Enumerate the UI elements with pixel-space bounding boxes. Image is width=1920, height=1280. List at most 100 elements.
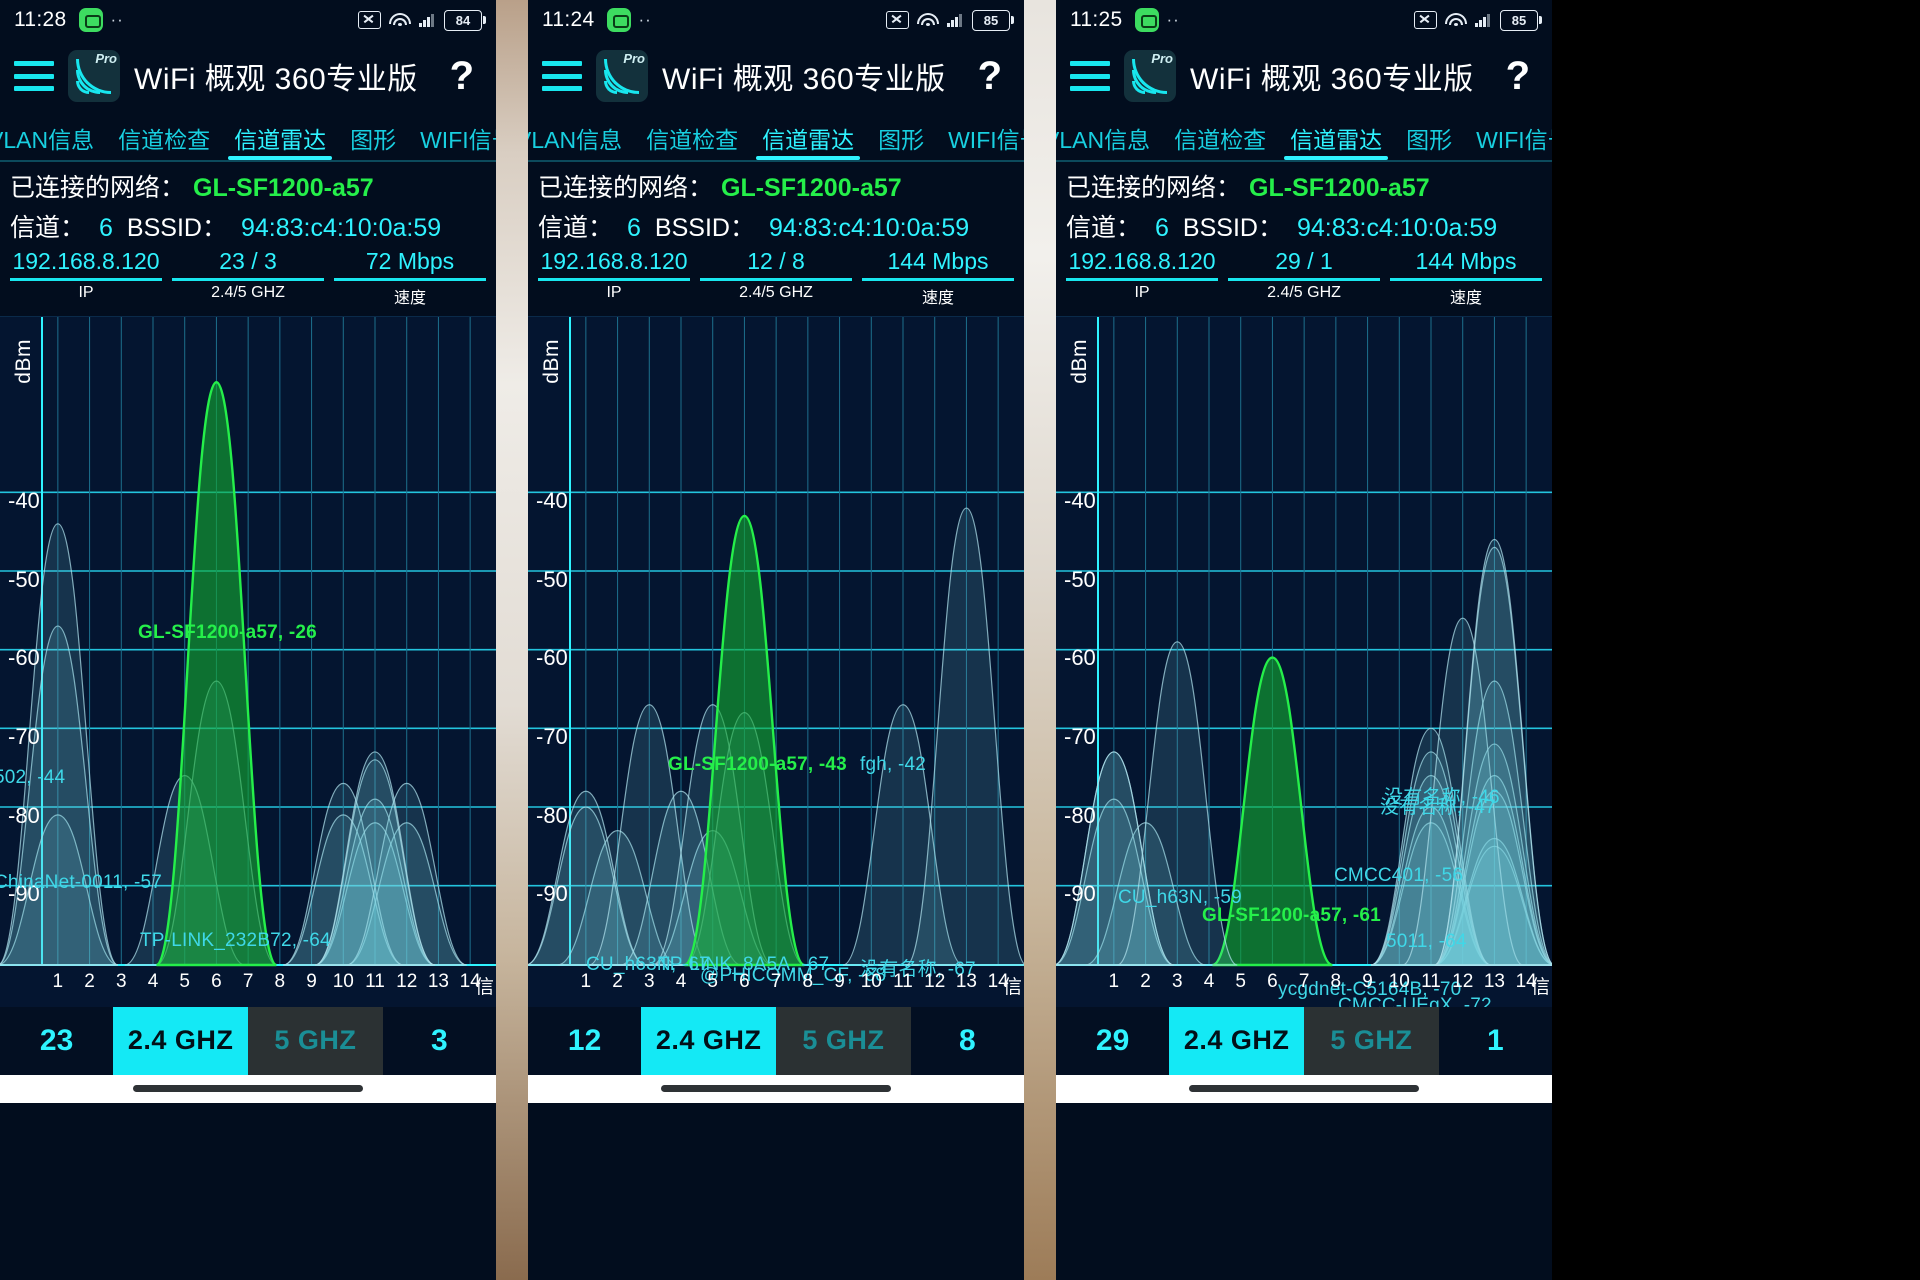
notification-app-icon (78, 8, 103, 32)
bssid-value: 94:83:c4:10:0a:59 (768, 214, 970, 242)
y-axis-tick-label: -60 (1064, 645, 1096, 671)
tab-wifi-stability[interactable]: WIFI信号稳 (420, 127, 496, 153)
battery-level: 84 (455, 12, 471, 28)
app-title: WiFi 概观 360专业版 (134, 63, 418, 96)
app-title: WiFi 概观 360专业版 (662, 63, 946, 96)
tab-divider (528, 160, 1024, 162)
help-icon[interactable]: ? (977, 53, 1002, 98)
tab-channel-check[interactable]: 信道检查 (1174, 127, 1267, 153)
tab-wifi-stability[interactable]: WIFI信号稳 (1476, 127, 1552, 153)
tab-vlan-info[interactable]: VLAN信息 (528, 127, 623, 153)
band-button-5ghz[interactable]: 5 GHZ (1304, 1006, 1439, 1075)
band-button-24ghz[interactable]: 2.4 GHZ (641, 1006, 776, 1075)
help-icon[interactable]: ? (449, 53, 474, 98)
x-axis-tick-label: 12 (924, 970, 946, 992)
x-axis-tick-label: 6 (739, 970, 750, 992)
stat-bands-value: 12 / 8 (747, 248, 805, 274)
y-axis-tick-label: -60 (8, 645, 40, 671)
stat-speed: 144 Mbps 速度 (1390, 248, 1542, 308)
hamburger-icon[interactable] (1070, 61, 1110, 91)
pro-badge: Pro (95, 51, 117, 66)
band-button-24ghz[interactable]: 2.4 GHZ (113, 1006, 248, 1075)
tab-channel-check[interactable]: 信道检查 (118, 127, 211, 153)
app-logo-icon: Pro (1124, 50, 1176, 102)
channel-radar-chart[interactable]: dBm -40 -50 -60 -70 -80 -90 GL-SF1200-a57, -43… (528, 315, 1024, 1007)
stat-ip-value: 192.168.8.120 (540, 248, 688, 274)
x-axis-tick-label: 1 (1108, 970, 1120, 992)
x-axis-tick-label: 6 (1267, 970, 1278, 992)
count-5ghz: 8 (959, 1023, 976, 1057)
stat-bands: 29 / 1 2.4/5 GHZ (1228, 248, 1380, 308)
x-axis-tick-label: 12 (1452, 970, 1474, 992)
connection-info: 已连接的网络： GL-SF1200-a57 信道： 6 BSSID： 94:83… (0, 162, 496, 244)
channel-label: 信道： (10, 214, 86, 242)
stat-speed-value: 72 Mbps (365, 248, 455, 274)
x-axis-tick-label: 5 (707, 970, 718, 992)
home-indicator[interactable] (528, 1074, 1024, 1103)
stat-bands-value: 29 / 1 (1275, 248, 1333, 274)
pro-badge: Pro (623, 51, 645, 66)
more-notifications-icon: ·· (638, 10, 652, 29)
tab-vlan-info[interactable]: VLAN信息 (1056, 127, 1151, 153)
stat-underline (1066, 278, 1218, 281)
tab-channel-radar[interactable]: 信道雷达 (1278, 116, 1394, 160)
home-indicator[interactable] (1056, 1074, 1552, 1103)
hamburger-icon[interactable] (14, 61, 54, 91)
no-sim-icon (358, 11, 381, 29)
tab-vlan-info[interactable]: VLAN信息 (0, 127, 95, 153)
tab-wifi-stability[interactable]: WIFI信号稳 (948, 127, 1024, 153)
bssid-label: BSSID： (1182, 214, 1283, 242)
stat-ip-value: 192.168.8.120 (1068, 248, 1216, 274)
stats-row: 192.168.8.120 IP 12 / 8 2.4/5 GHZ 144 Mb… (528, 244, 1024, 316)
channel-radar-chart[interactable]: dBm -40 -50 -60 -70 -80 -90 GL-SF1200-a57, -26… (0, 315, 496, 1007)
network-signal-curve (1434, 680, 1552, 966)
count-5ghz: 1 (1487, 1023, 1504, 1057)
pro-badge: Pro (1151, 51, 1173, 66)
help-icon[interactable]: ? (1505, 53, 1530, 98)
network-signal-curve (906, 506, 1024, 966)
app-bar: Pro WiFi 概观 360专业版 ? (0, 40, 496, 112)
x-axis-unit-label: 信 (1002, 976, 1022, 998)
tab-channel-radar[interactable]: 信道雷达 (750, 116, 866, 160)
network-signal-curve (842, 703, 964, 966)
band-button-24ghz[interactable]: 2.4 GHZ (1169, 1006, 1304, 1075)
tab-graph[interactable]: 图形 (350, 127, 397, 153)
x-axis-tick-label: 13 (427, 970, 449, 992)
stat-ip: 192.168.8.120 IP (538, 248, 690, 308)
network-signal-curve (528, 805, 646, 966)
network-label: CMCC401, -56 (1334, 864, 1464, 886)
tab-channel-radar[interactable]: 信道雷达 (222, 116, 338, 160)
band-button-5ghz[interactable]: 5 GHZ (776, 1006, 911, 1075)
stat-underline (1228, 278, 1380, 281)
x-axis-tick-label: 4 (1203, 970, 1215, 992)
x-axis-tick-label: 10 (332, 970, 354, 992)
x-axis-tick-label: 10 (860, 970, 882, 992)
battery-icon: 85 (972, 9, 1014, 31)
status-time: 11:28 (14, 8, 67, 31)
bssid-label: BSSID： (654, 214, 755, 242)
stat-bands-label: 2.4/5 GHZ (1267, 283, 1341, 301)
band-button-5ghz[interactable]: 5 GHZ (248, 1006, 383, 1075)
y-axis-tick-label: -70 (8, 723, 40, 749)
hamburger-icon[interactable] (542, 61, 582, 91)
channel-value: 6 (627, 214, 641, 242)
radar-plot-svg (1056, 316, 1552, 966)
stat-ip: 192.168.8.120 IP (10, 248, 162, 308)
band-selector-bar: 29 2.4 GHZ 5 GHZ 1 (1056, 1006, 1552, 1075)
connected-network-value: GL-SF1200-a57 (1249, 174, 1430, 202)
x-axis-tick-label: 6 (211, 970, 222, 992)
channel-label: 信道： (1066, 214, 1142, 242)
tab-graph[interactable]: 图形 (878, 127, 925, 153)
tab-graph[interactable]: 图形 (1406, 127, 1453, 153)
x-axis-tick-label: 8 (274, 970, 286, 992)
x-axis-tick-label: 3 (1171, 970, 1183, 992)
x-axis-unit-label: 信 (1530, 976, 1550, 998)
signal-icon (947, 13, 963, 27)
x-axis-tick-label: 4 (147, 970, 159, 992)
channel-radar-chart[interactable]: dBm -40 -50 -60 -70 -80 -90 GL-SF1200-a57, -61… (1056, 315, 1552, 1007)
y-axis-tick-label: -90 (8, 881, 40, 907)
tab-channel-check[interactable]: 信道检查 (646, 127, 739, 153)
connection-info: 已连接的网络： GL-SF1200-a57 信道： 6 BSSID： 94:83… (1056, 162, 1552, 244)
home-indicator[interactable] (0, 1074, 496, 1103)
y-axis-tick-label: -80 (536, 802, 568, 828)
